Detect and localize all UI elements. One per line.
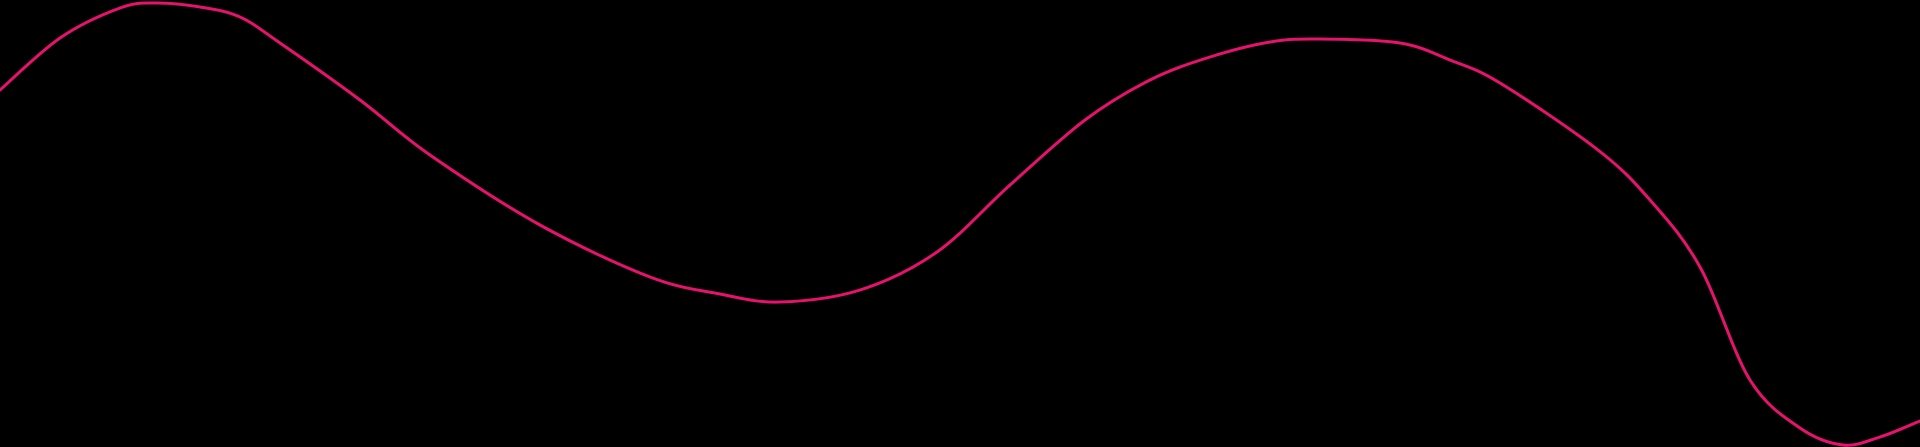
chart-canvas bbox=[0, 0, 1920, 447]
wave-line-chart bbox=[0, 1, 1920, 447]
pink-wave-curve bbox=[0, 1, 1920, 447]
